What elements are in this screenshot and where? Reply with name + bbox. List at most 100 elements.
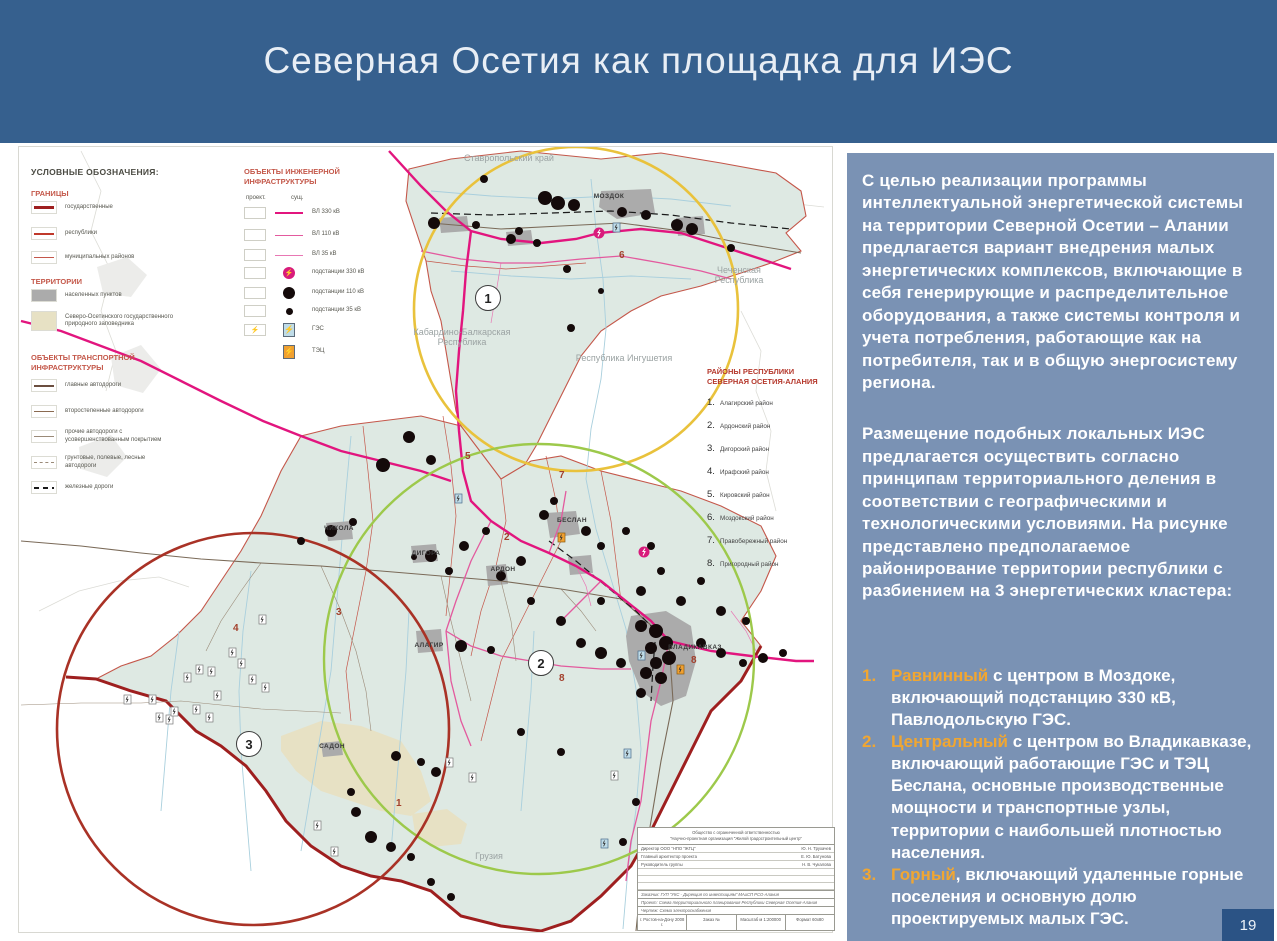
legend-item: муниципальных районов (31, 251, 175, 264)
districts-list-heading: РАЙОНЫ РЕСПУБЛИКИ СЕВЕРНАЯ ОСЕТИЯ-АЛАНИЯ (707, 367, 818, 386)
project-box (244, 267, 266, 279)
district-number: 4 (233, 623, 239, 634)
project-box (244, 305, 266, 317)
district-number: 6 (619, 250, 625, 261)
cluster-marker-3: 3 (236, 731, 262, 757)
legend-item: грунтовые, полевые, лесные автодороги (31, 455, 175, 470)
urban-area-swatch (31, 289, 57, 302)
vl35-swatch (274, 254, 304, 256)
cluster-list-item: 3. Горный, включающий удаленные горные по… (862, 864, 1244, 928)
ps110-icon (274, 287, 304, 299)
legend-item: ВЛ 35 кВ (244, 249, 382, 261)
cluster-list-item: 2. Центральный с центром во Владикавказе,… (862, 732, 1252, 862)
page-number: 19 (1222, 909, 1274, 941)
legend-item: подстанции 110 кВ (244, 287, 382, 299)
ps330-icon: ⚡ (274, 267, 304, 279)
legend-item: Северо-Осетинского государственного прир… (31, 311, 175, 331)
district-number: 3 (336, 607, 342, 618)
substations-110-35kv (297, 175, 787, 901)
secondary-roads (20, 562, 597, 732)
legend-heading-borders: ГРАНИЦЫ (31, 189, 69, 198)
project-box (244, 207, 266, 219)
district-borders (345, 260, 622, 742)
legend-item: государственные (31, 201, 175, 214)
district-list-item: 6. Моздокский район (707, 511, 774, 523)
substations-330kv-icons (593, 227, 650, 558)
district-list-item: 2. Ардонский район (707, 419, 771, 431)
region-label: Республика Ингушетия (575, 353, 673, 363)
railway-swatch (31, 481, 57, 494)
district-list-item: 4. Ирафский район (707, 465, 769, 477)
hpp-existing-icons (454, 222, 646, 849)
empty-row (638, 876, 834, 883)
cluster-list-item: 1. Равнинный с центром в Моздоке, включаю… (862, 665, 1176, 730)
spacer (244, 346, 266, 358)
customer-line: Заказчик: ГУП "УКС - Дирекция по инвести… (638, 889, 834, 898)
tec-icon: ⚡ (274, 345, 304, 359)
legend-item: главные автодороги (31, 379, 175, 392)
district-number: 7 (559, 470, 565, 481)
organization-name: Общество с ограниченной ответственностью… (638, 828, 834, 845)
staff-row: Директор ООО "НПО "ЖГЦ" Ю. Н. Трухачев (638, 845, 834, 853)
cluster-marker-2: 2 (528, 650, 554, 676)
legend-item: ⚡ ТЭЦ (244, 345, 382, 359)
hpp-proposed-icon: ⚡ (244, 324, 266, 336)
project-box (244, 287, 266, 299)
legend-item: ⚡ подстанции 330 кВ (244, 267, 382, 279)
empty-row (638, 883, 834, 890)
city-label: ЧИКОЛА (324, 525, 354, 532)
municipal-border-swatch (31, 251, 57, 264)
cluster-circle-plain (412, 147, 740, 473)
city-label: ДИГОРА (411, 550, 441, 557)
city-label: МОЗДОК (593, 193, 625, 200)
empty-row (638, 869, 834, 876)
city-label: АЛАГИР (414, 642, 444, 649)
page-title: Северная Осетия как площадка для ИЭС (263, 40, 1014, 81)
staff-row: Руководитель группы Н. В. Чукалова (638, 861, 834, 869)
cluster-marker-1: 1 (475, 285, 501, 311)
district-number: 1 (396, 798, 402, 809)
legend-item: республики (31, 227, 175, 240)
reserve-swatch (31, 311, 57, 331)
legend-item: ВЛ 110 кВ (244, 229, 382, 241)
districts-list: РАЙОНЫ РЕСПУБЛИКИ СЕВЕРНАЯ ОСЕТИЯ-АЛАНИЯ… (707, 367, 835, 571)
legend-heading-transport: ОБЪЕКТЫ ТРАНСПОРТНОЙ ИНФРАСТРУКТУРЫ (31, 353, 135, 372)
map-graphic (20, 147, 825, 932)
legend-col-project: проект. (246, 195, 266, 201)
map-sheet: Ставропольский край Кабардино-Балкарская… (18, 146, 835, 933)
legend-title: УСЛОВНЫЕ ОБОЗНАЧЕНИЯ: (31, 167, 159, 177)
legend-item: ⚡ ⚡ ГЭС (244, 323, 382, 337)
legend-item: подстанции 35 кВ (244, 305, 382, 317)
legend-heading-engineering: ОБЪЕКТЫ ИНЖЕНЕРНОЙ ИНФРАСТРУКТУРЫ (244, 167, 340, 186)
legend-item: населенных пунктов (31, 289, 175, 302)
district-list-item: 5. Кировский район (707, 488, 770, 500)
city-label: АРДОН (490, 566, 516, 573)
legend-item: второстепенные автодороги (31, 405, 175, 418)
district-number: 5 (465, 451, 471, 462)
district-number: 8 (691, 655, 697, 666)
project-box (244, 229, 266, 241)
cluster-circle-central (322, 442, 756, 876)
legend-heading-territories: ТЕРРИТОРИИ (31, 277, 82, 286)
slide-header: Северная Осетия как площадка для ИЭС (0, 0, 1277, 143)
hpp-existing-icon: ⚡ (274, 323, 304, 337)
panel-paragraph-2: Размещение подобных локальных ИЭС предла… (862, 424, 1233, 601)
dirt-road-swatch (31, 456, 57, 469)
legend-item: железные дороги (31, 481, 175, 494)
legend-item: прочие автодороги с усовершенствованным … (31, 429, 175, 444)
region-label: Грузия (475, 851, 503, 861)
city-label: ВЛАДИКАВКАЗ (668, 644, 722, 651)
drawing-title-block: Общество с ограниченной ответственностью… (637, 827, 835, 931)
project-line: Проект: Схема территориального планирова… (638, 897, 834, 906)
ps35-icon (274, 307, 304, 315)
region-label: Ставропольский край (464, 153, 554, 163)
secondary-road-swatch (31, 405, 57, 418)
tec-icons (557, 532, 685, 675)
district-number: 2 (504, 532, 510, 543)
project-box (244, 249, 266, 261)
republic-territory (94, 150, 807, 932)
region-label: Кабардино-Балкарская Республика (413, 327, 511, 348)
hpp-proposed-icons (123, 614, 619, 857)
city-label: БЕСЛАН (557, 517, 587, 524)
